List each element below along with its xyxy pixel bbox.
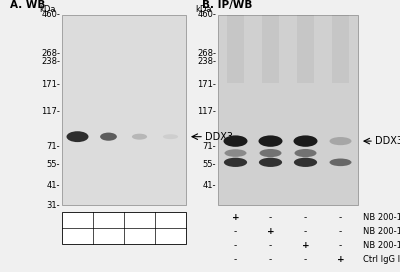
Text: DDX3: DDX3 [205, 132, 233, 142]
Text: NB 200-195: NB 200-195 [363, 227, 400, 236]
Text: 31-: 31- [46, 201, 60, 210]
Text: 117-: 117- [197, 107, 216, 116]
Ellipse shape [330, 159, 352, 166]
Text: 171-: 171- [197, 80, 216, 89]
Bar [227, 15, 244, 83]
Ellipse shape [224, 149, 246, 157]
Bar [62, 15, 186, 205]
Ellipse shape [259, 158, 282, 167]
Text: -: - [269, 213, 272, 222]
Text: 71-: 71- [46, 142, 60, 151]
Text: -: - [234, 227, 237, 236]
Ellipse shape [294, 135, 318, 147]
Ellipse shape [294, 149, 316, 157]
Text: 15: 15 [103, 215, 114, 225]
Text: 71-: 71- [202, 142, 216, 151]
Ellipse shape [258, 135, 282, 147]
Text: 5: 5 [137, 215, 142, 225]
Text: Ctrl IgG IP: Ctrl IgG IP [363, 255, 400, 264]
Text: +: + [267, 227, 274, 236]
Ellipse shape [224, 135, 248, 147]
Bar [218, 15, 358, 205]
Text: NB 200-196: NB 200-196 [363, 241, 400, 250]
Text: HeLa: HeLa [98, 231, 119, 240]
Text: 50: 50 [72, 215, 83, 225]
Bar [297, 15, 314, 83]
Text: -: - [234, 241, 237, 250]
Text: 41-: 41- [46, 181, 60, 190]
Bar [62, 212, 186, 244]
Text: 117-: 117- [41, 107, 60, 116]
Ellipse shape [100, 132, 117, 141]
Text: -: - [269, 255, 272, 264]
Text: -: - [339, 241, 342, 250]
Text: -: - [304, 213, 307, 222]
Text: DDX3: DDX3 [375, 136, 400, 146]
Text: +: + [337, 255, 344, 264]
Text: -: - [339, 227, 342, 236]
Text: -: - [234, 255, 237, 264]
Text: 238-: 238- [197, 57, 216, 66]
Ellipse shape [330, 137, 352, 145]
Text: R: R [168, 231, 174, 240]
Text: -: - [304, 255, 307, 264]
Ellipse shape [132, 134, 147, 140]
Text: 55-: 55- [202, 160, 216, 169]
Text: 171-: 171- [41, 80, 60, 89]
Ellipse shape [224, 158, 247, 167]
Text: 268-: 268- [41, 49, 60, 58]
Text: +: + [232, 213, 239, 222]
Text: -: - [269, 241, 272, 250]
Bar [332, 15, 349, 83]
Ellipse shape [163, 134, 178, 139]
Ellipse shape [294, 158, 317, 167]
Text: 50: 50 [165, 215, 176, 225]
Ellipse shape [66, 131, 88, 142]
Text: -: - [304, 227, 307, 236]
Ellipse shape [260, 149, 282, 157]
Bar [262, 15, 279, 83]
Text: 41-: 41- [202, 181, 216, 190]
Text: 460-: 460- [41, 11, 60, 20]
Text: 460-: 460- [197, 11, 216, 20]
Text: A. WB: A. WB [10, 0, 45, 10]
Text: -: - [339, 213, 342, 222]
Text: +: + [302, 241, 309, 250]
Text: 55-: 55- [46, 160, 60, 169]
Text: 268-: 268- [197, 49, 216, 58]
Text: kDa: kDa [196, 5, 212, 14]
Text: NB 200-194: NB 200-194 [363, 213, 400, 222]
Text: kDa: kDa [40, 5, 56, 14]
Text: B. IP/WB: B. IP/WB [202, 0, 252, 10]
Text: 238-: 238- [41, 57, 60, 66]
